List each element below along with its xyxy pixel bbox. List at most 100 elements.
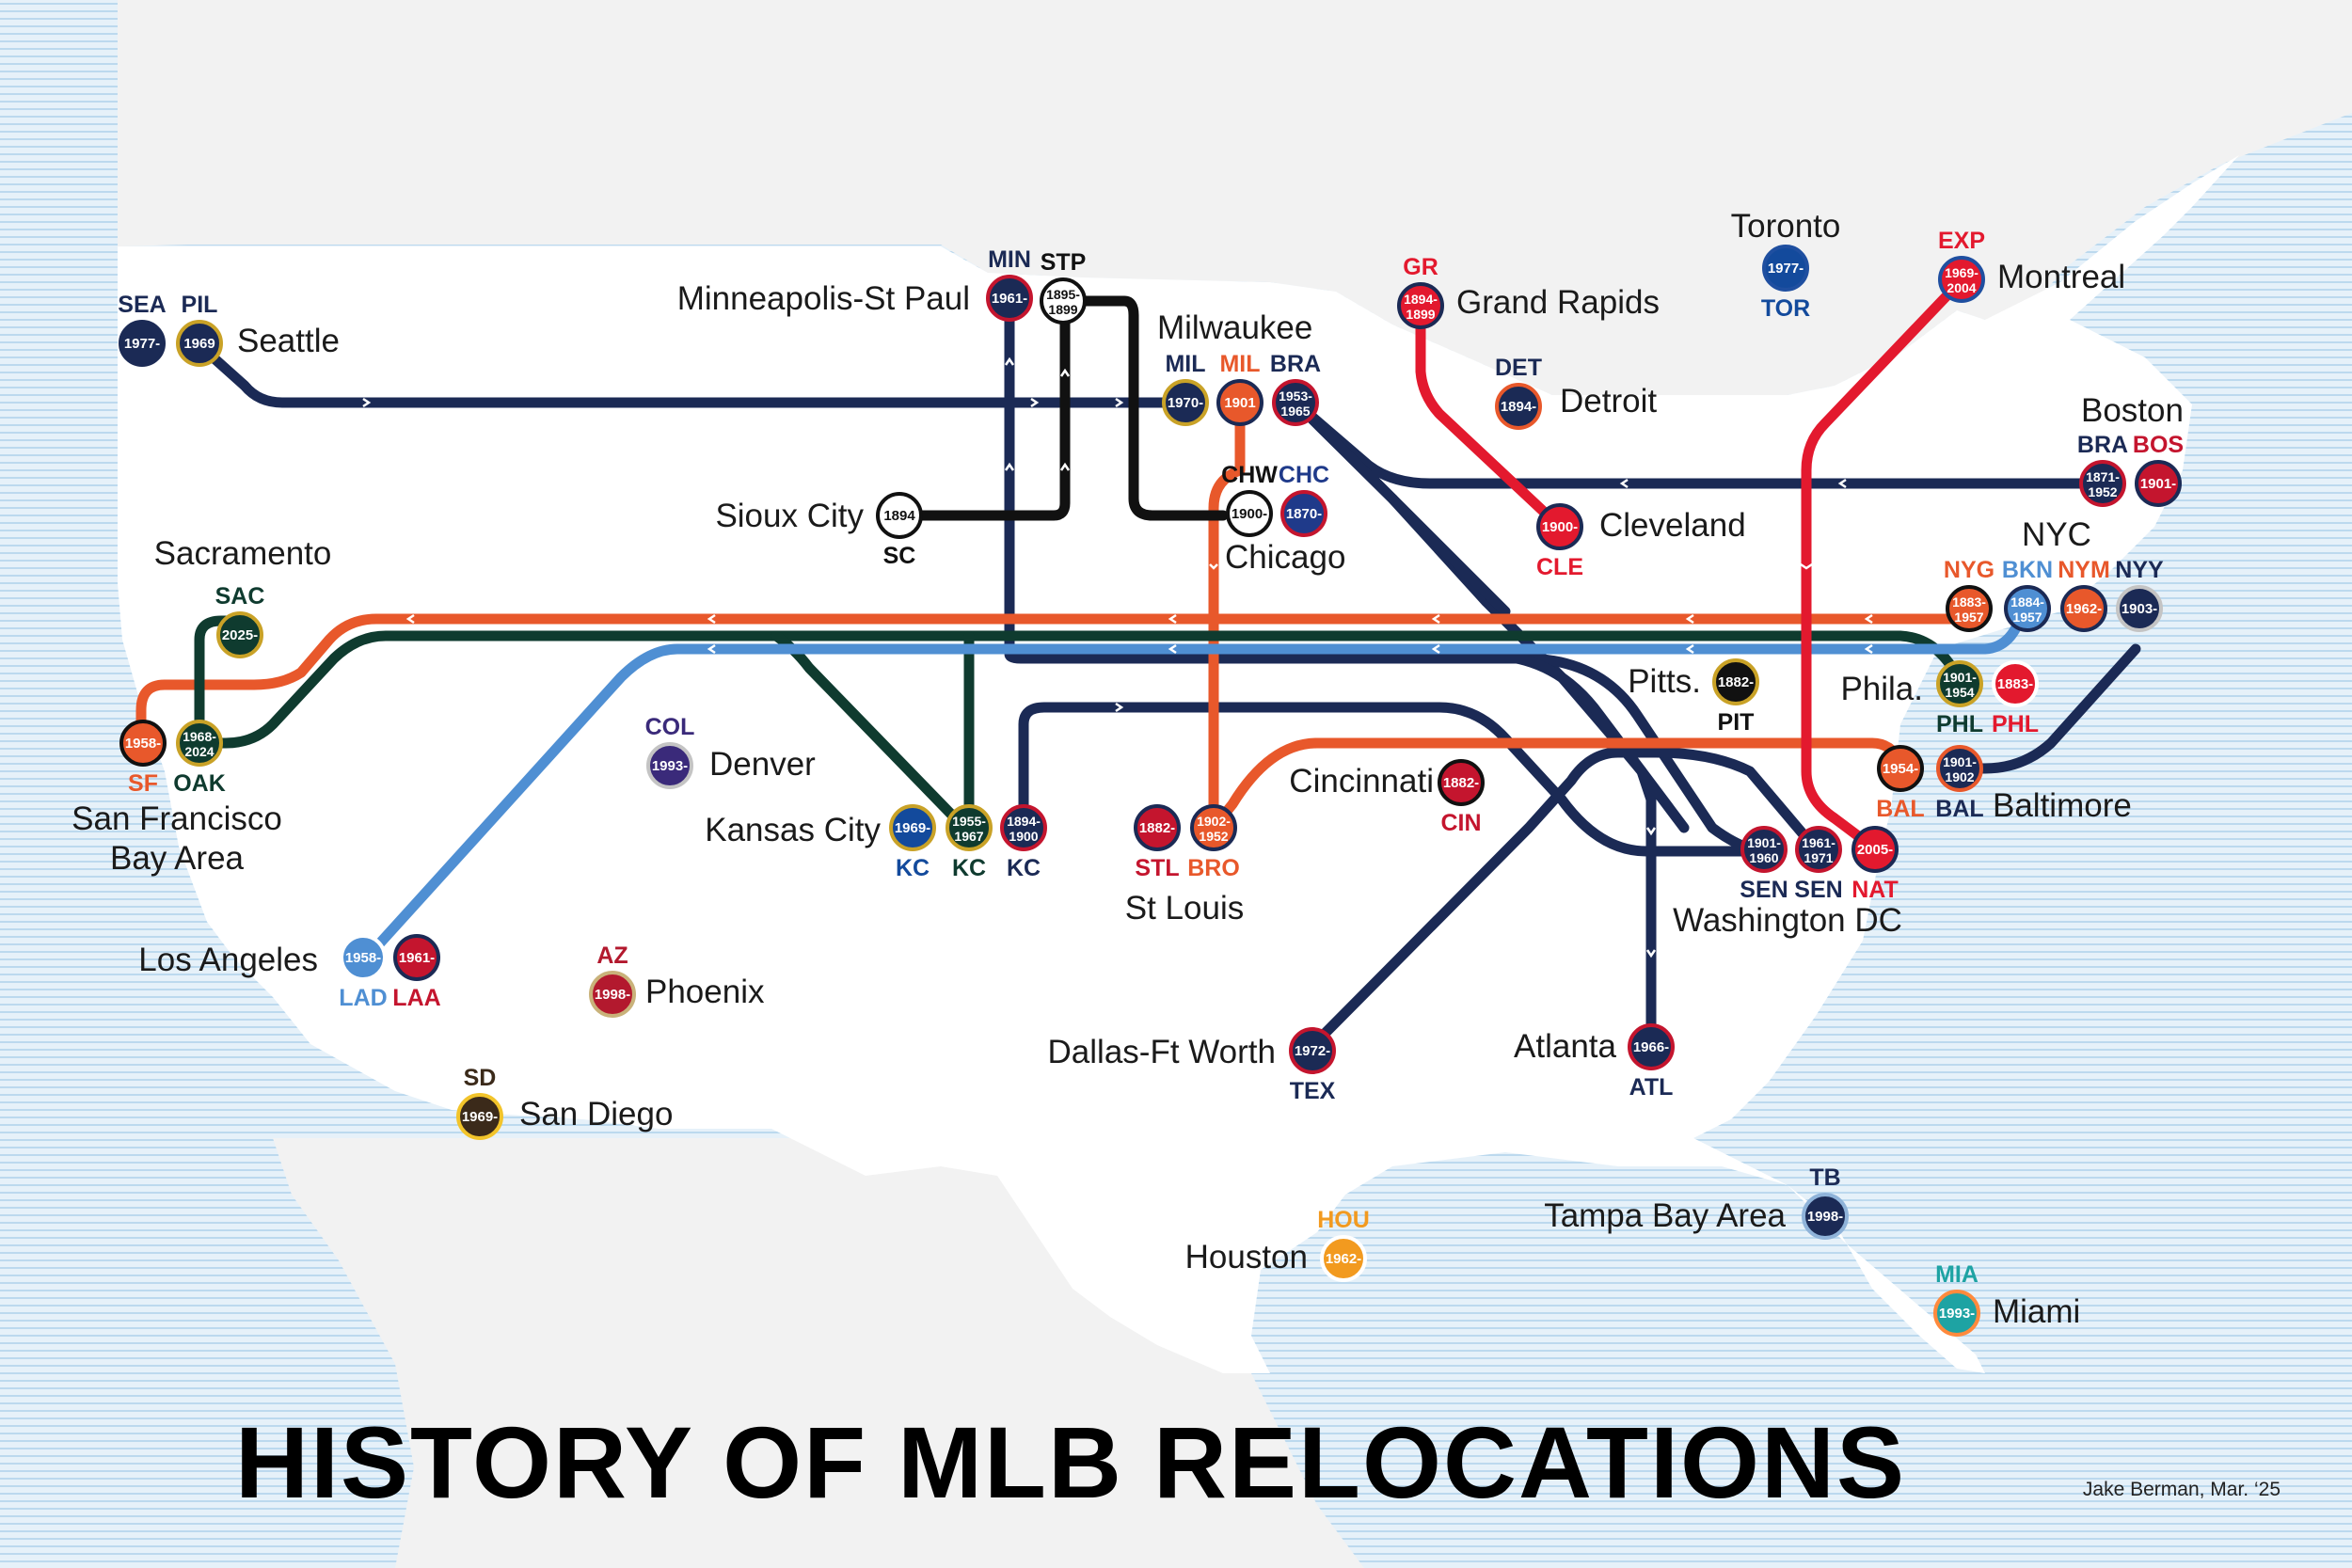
station-circle-sen_b [1795,826,1842,873]
line-pilots-brewers [194,340,1169,408]
station-years-sc: 1894 [883,508,915,524]
city-denver: Denver [709,746,816,783]
station-code-bos: BOS [2133,432,2184,458]
station-cle: 1900- CLE [1536,503,1583,580]
station-pil: 1969 PIL [176,292,223,367]
station-code-hou: HOU [1317,1207,1370,1233]
station-years-bal_n: 1901-1902 [1943,754,1977,784]
station-years-lad: 1958- [345,950,381,966]
line-brewers-browns [1208,397,1246,833]
station-years-tor: 1977- [1768,261,1804,277]
station-code-bro: BRO [1187,855,1240,881]
station-circle-atl [1628,1023,1675,1070]
station-circle-bal_n [1936,745,1983,792]
station-years-cle: 1900- [1542,519,1578,535]
station-phl_n: 1883- PHL [1992,660,2039,737]
station-circle-sf [119,720,167,767]
station-mia: 1993- MIA [1933,1261,1980,1337]
city-milwaukee: Milwaukee [1157,309,1312,346]
station-circle-bos [2135,460,2182,507]
station-sf: 1958- SF [119,720,167,797]
station-code-stl: STL [1135,855,1179,881]
line-orioles-yankees [1954,643,2141,774]
city-nyc: NYC [2022,516,2091,553]
station-circle-col [646,742,693,789]
station-years-phl_n: 1883- [1997,676,2033,692]
city-grand-rapids: Grand Rapids [1456,284,1660,321]
station-code-cin: CIN [1440,810,1481,836]
station-circle-nyy [2116,585,2163,632]
station-nyy: 1903- NYY [2115,557,2164,632]
station-code-sd: SD [464,1065,497,1091]
station-circle-mil_b [1216,379,1263,426]
station-years-col: 1993- [652,758,688,774]
station-atl: 1966- ATL [1628,1023,1675,1101]
station-circle-phl_a [1936,660,1983,707]
station-circle-bro [1190,804,1237,851]
station-years-sac: 2025- [222,627,258,643]
city-kansas-city: Kansas City [705,812,881,848]
station-years-sd: 1969- [462,1109,498,1125]
station-circle-sac [216,611,263,658]
line-athletics [194,615,1964,749]
station-circle-sc [876,492,923,539]
city-minneapolis: Minneapolis-St Paul [677,280,970,317]
station-bra_b: 1871-1952 BRA [2077,432,2128,507]
station-years-chw: 1900- [1232,506,1267,522]
station-circle-cin [1438,759,1485,806]
station-code-phl_n: PHL [1992,711,2039,737]
station-circle-stp [1040,277,1087,325]
station-code-cle: CLE [1536,554,1583,580]
station-circle-sen_a [1740,826,1788,873]
city-los-angeles: Los Angeles [138,942,318,978]
station-code-az: AZ [596,942,628,969]
line-kc-cowboys [1018,702,1756,857]
station-chw: 1900- CHW [1221,462,1278,537]
city-houston: Houston [1185,1239,1308,1275]
station-code-sea: SEA [118,292,166,318]
usa-landmass [118,155,2239,1373]
city-baltimore: Baltimore [1993,787,2132,824]
direction-arrows [362,356,1873,958]
canada-landmass [113,0,2352,395]
station-code-pil: PIL [182,292,218,318]
station-years-nyg: 1883-1957 [1952,594,1986,625]
station-bal_n: 1901-1902 BAL [1935,745,1984,822]
station-years-exp: 1969-2004 [1945,265,1979,295]
station-years-nym: 1962- [2066,601,2102,617]
station-circle-bkn [2004,585,2051,632]
station-code-mil_a: MIL [1165,351,1205,377]
station-years-cin: 1882- [1443,775,1479,791]
line-expos-nationals [1801,275,1967,852]
city-sioux-city: Sioux City [715,498,864,534]
station-code-pit: PIT [1718,709,1755,736]
station-years-stl: 1882- [1139,820,1175,836]
station-circle-bra_b [2079,460,2126,507]
station-code-atl: ATL [1629,1074,1674,1101]
city-boston: Boston [2081,392,2184,429]
station-sc: 1894 SC [876,492,923,569]
station-years-phl_a: 1901-1954 [1943,670,1977,700]
station-code-bkn: BKN [2002,557,2053,583]
station-code-tex: TEX [1290,1078,1336,1104]
route-lines [135,275,2141,1052]
station-code-lad: LAD [339,985,387,1011]
station-circle-phl_n [1992,660,2039,707]
station-bkn: 1884-1957 BKN [2002,557,2053,632]
city-cleveland: Cleveland [1599,507,1746,544]
station-nyg: 1883-1957 NYG [1944,557,1994,632]
station-years-az: 1998- [595,987,630,1003]
station-years-hou: 1962- [1326,1251,1361,1267]
station-code-sf: SF [128,770,158,797]
station-sen_a: 1901-1960 SEN [1740,826,1788,903]
station-years-tex: 1972- [1295,1043,1330,1059]
station-circle-hou [1320,1235,1367,1282]
line-giants [135,613,1975,749]
station-nym: 1962- NYM [2058,557,2110,632]
station-years-chc: 1870- [1286,506,1322,522]
station-code-chw: CHW [1221,462,1278,488]
line-dodgers [361,604,2028,963]
station-years-stp: 1895-1899 [1046,287,1080,317]
station-code-bra_b: BRA [2077,432,2128,458]
city-miami: Miami [1993,1293,2080,1330]
